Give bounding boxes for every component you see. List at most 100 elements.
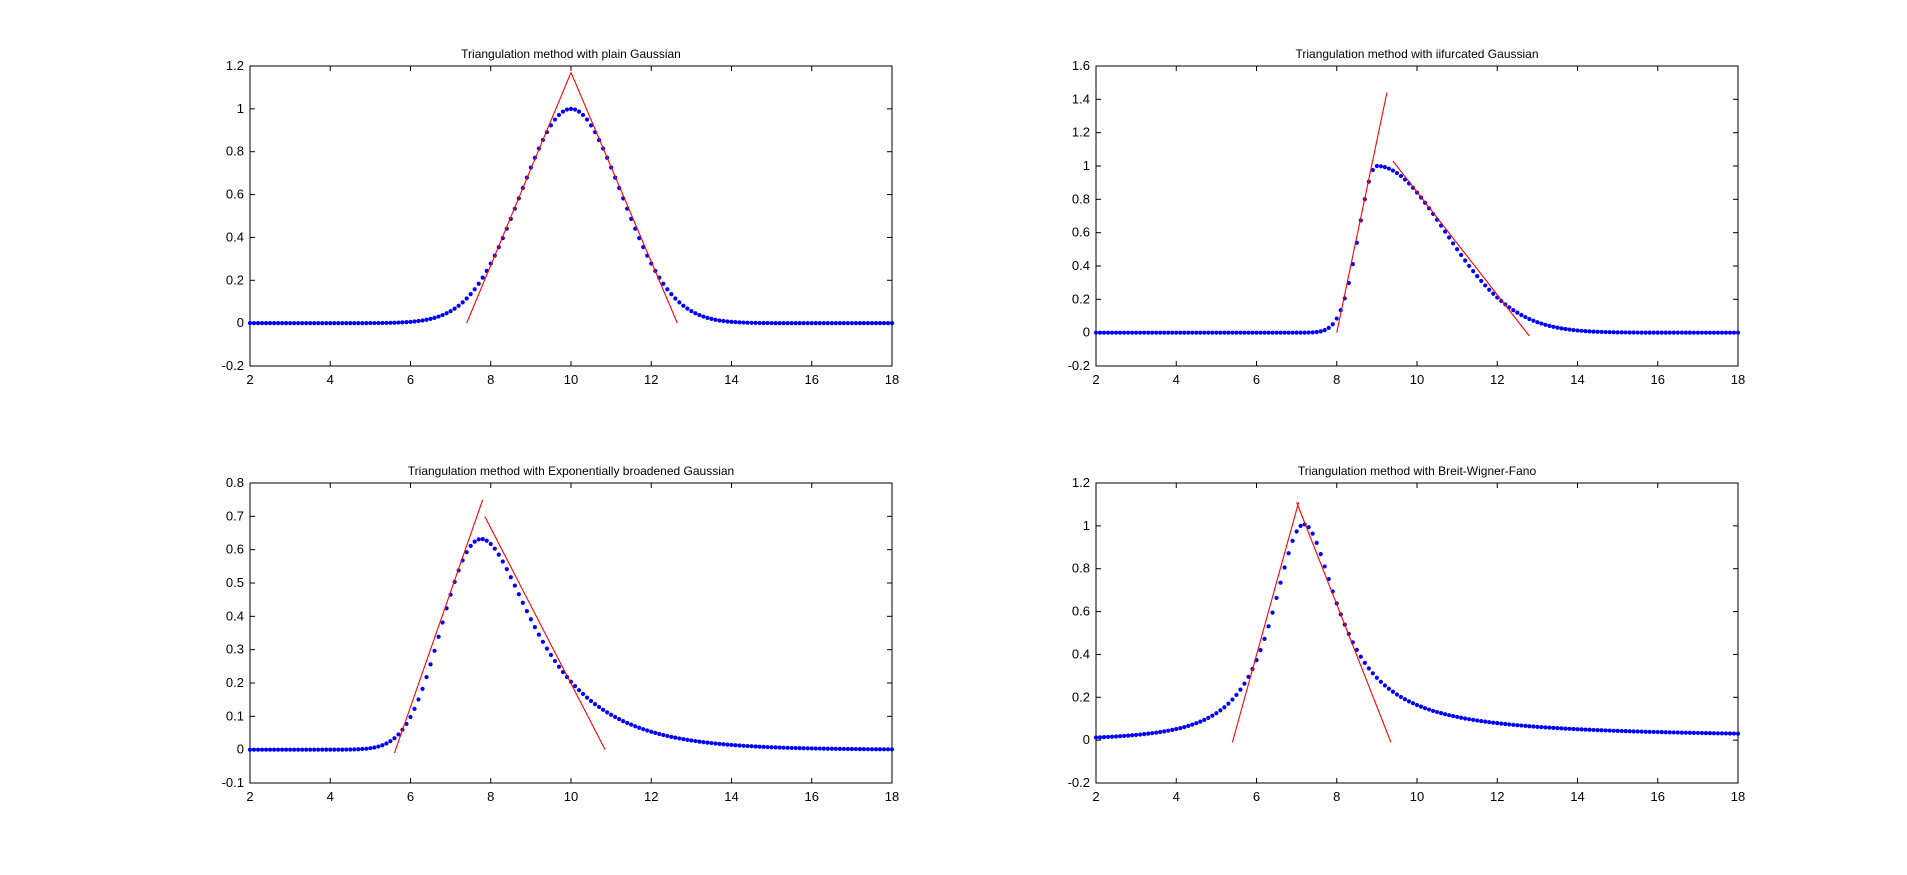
data-point [1242, 681, 1247, 686]
data-point [1459, 715, 1464, 720]
x-tick-label: 2 [246, 372, 253, 387]
data-point [1719, 330, 1725, 335]
data-point [1643, 330, 1648, 335]
data-point [1735, 731, 1741, 736]
data-point [1603, 728, 1608, 733]
data-point [1126, 330, 1131, 335]
data-point [584, 695, 590, 700]
data-point [809, 746, 814, 751]
data-point [1150, 731, 1155, 736]
data-point [693, 738, 698, 744]
data-point [1374, 163, 1379, 169]
data-point [596, 704, 602, 710]
data-point [1675, 330, 1680, 335]
data-point [1543, 725, 1548, 730]
data-point [1607, 330, 1612, 335]
data-point [857, 321, 863, 326]
data-point [1322, 564, 1327, 569]
data-point [1258, 330, 1263, 335]
data-point [1515, 723, 1520, 728]
data-point [1575, 328, 1580, 333]
data-point [468, 292, 473, 297]
data-point [793, 321, 798, 326]
data-point [384, 320, 389, 325]
data-point [717, 318, 722, 323]
data-point [1166, 728, 1171, 733]
data-point [440, 620, 445, 625]
data-point [1418, 704, 1424, 709]
data-point [1583, 727, 1588, 732]
data-point [1475, 274, 1480, 279]
data-point [685, 306, 690, 311]
data-point [837, 746, 842, 751]
data-point [769, 320, 774, 326]
data-point [721, 318, 726, 324]
data-point [1547, 323, 1552, 328]
data-point [1314, 329, 1319, 335]
data-point [1631, 330, 1636, 335]
data-point [785, 321, 790, 326]
data-point [1318, 552, 1323, 557]
tangent-line [393, 499, 484, 754]
data-point [255, 321, 261, 326]
data-point [653, 730, 658, 736]
x-tick-label: 16 [1651, 789, 1665, 804]
data-point [1651, 729, 1656, 735]
data-point [1230, 330, 1235, 335]
data-point [1274, 330, 1279, 335]
data-point [741, 320, 746, 325]
data-point [263, 747, 269, 752]
data-point [1579, 727, 1584, 732]
data-point [693, 311, 698, 316]
data-point [516, 592, 521, 597]
x-tick-label: 16 [805, 372, 819, 387]
y-tick-label: 0.2 [226, 675, 244, 690]
data-point [1615, 330, 1620, 335]
data-point [757, 744, 762, 749]
y-tick-label: 1.6 [1072, 58, 1090, 73]
data-point [444, 311, 449, 316]
data-point [336, 321, 341, 326]
data-point [681, 303, 686, 308]
x-tick-label: 14 [1570, 372, 1584, 387]
data-point [1723, 731, 1729, 736]
data-point [247, 321, 253, 326]
data-point [1154, 730, 1159, 735]
data-point [1202, 330, 1207, 335]
data-point [1218, 330, 1223, 335]
data-point [805, 321, 810, 326]
data-point [536, 632, 542, 637]
data-point [637, 725, 642, 730]
data-point [1310, 330, 1315, 335]
data-point [1451, 241, 1456, 246]
data-point [689, 309, 694, 314]
data-point [259, 321, 265, 326]
data-point [275, 321, 281, 326]
data-point [1563, 726, 1568, 731]
data-point [372, 320, 377, 326]
data-point [853, 746, 858, 752]
x-tick-label: 12 [1490, 372, 1504, 387]
data-point [1370, 167, 1375, 173]
data-point [1703, 330, 1708, 335]
data-point [392, 320, 397, 325]
data-point [889, 747, 895, 752]
data-point [1551, 725, 1556, 730]
data-point [645, 728, 650, 733]
data-point [292, 321, 297, 326]
data-point [1467, 263, 1472, 269]
data-point [436, 314, 441, 319]
data-point [1158, 729, 1163, 735]
x-tick-label: 12 [644, 372, 658, 387]
subplot-plain-gaussian: Triangulation method with plain Gaussian… [222, 47, 900, 387]
data-point [1471, 717, 1476, 722]
data-point [777, 321, 782, 326]
data-point [352, 747, 357, 752]
data-point [1130, 733, 1135, 738]
data-point [729, 742, 734, 748]
data-point [1623, 330, 1628, 335]
data-point [1535, 320, 1540, 325]
data-point [280, 321, 285, 326]
data-point [1194, 330, 1199, 335]
data-point [580, 112, 586, 118]
